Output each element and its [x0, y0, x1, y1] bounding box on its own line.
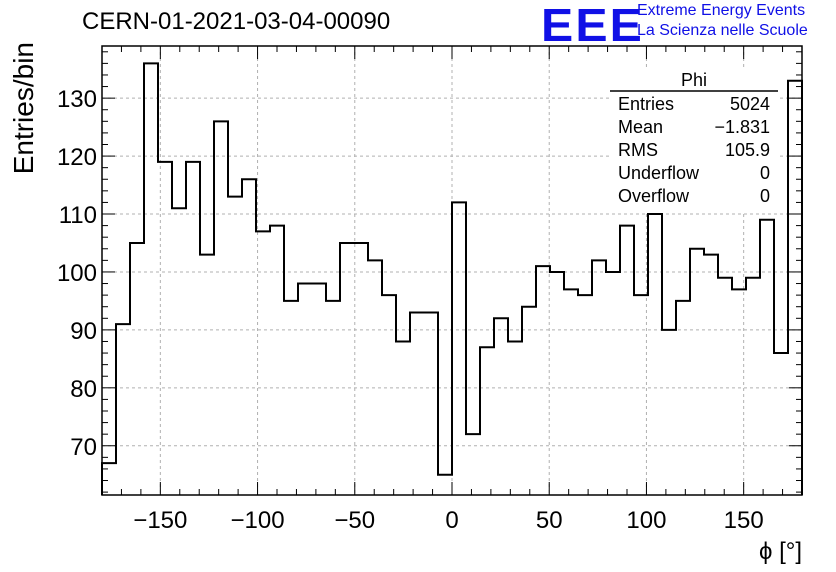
histogram-bin [578, 295, 592, 495]
y-tick-label: 120 [57, 144, 97, 171]
histogram-bin [242, 179, 256, 495]
histogram-bin [508, 341, 522, 495]
histogram-bin [634, 295, 648, 495]
histogram-bin [228, 197, 242, 495]
stats-row-value: 5024 [730, 94, 770, 114]
histogram-bin [396, 341, 410, 495]
y-tick-label: 70 [70, 434, 97, 461]
histogram-bin [312, 284, 326, 495]
histogram-bin [102, 463, 116, 495]
histogram-bin [410, 313, 424, 495]
y-tick-label: 100 [57, 260, 97, 287]
eee-logo: EEE [541, 0, 644, 51]
stats-row-value: 0 [760, 163, 770, 183]
histogram-bin [116, 324, 130, 495]
stats-box-background [610, 70, 778, 213]
x-tick-label: −50 [334, 507, 375, 534]
stats-row-label: Underflow [618, 163, 700, 183]
histogram-bin [354, 243, 368, 495]
histogram-bin [760, 220, 774, 495]
histogram-bin [550, 272, 564, 495]
histogram-bin [144, 63, 158, 495]
histogram-bin [382, 295, 396, 495]
histogram-outline [101, 62, 803, 495]
stats-row-value: −1.831 [714, 117, 770, 137]
histogram-bin [256, 231, 270, 495]
histogram-bin [340, 243, 354, 495]
logo-subtitle-line2: La Scienza nelle Scuole [637, 22, 808, 39]
x-tick-label: 100 [626, 507, 666, 534]
histogram-bin [690, 249, 704, 495]
x-tick-label: 150 [724, 507, 764, 534]
histogram-bin [746, 278, 760, 495]
histogram-bin [704, 255, 718, 495]
histogram-bin [172, 208, 186, 495]
stats-box-title: Phi [681, 70, 707, 90]
histogram-bin [368, 260, 382, 495]
y-tick-label: 130 [57, 86, 97, 113]
histogram-bin [186, 162, 200, 495]
histogram-bin [452, 202, 466, 495]
histogram-bin [648, 214, 662, 495]
plot-frame [101, 45, 803, 496]
stats-row-label: Entries [618, 94, 674, 114]
histogram-bin [788, 81, 802, 495]
x-tick-label: −150 [133, 507, 187, 534]
x-axis-label: ϕ [°] [759, 538, 802, 565]
histogram-bin [130, 243, 144, 495]
run-title: CERN-01-2021-03-04-00090 [82, 8, 391, 35]
histogram-bin [620, 226, 634, 495]
stats-row-label: Overflow [618, 186, 690, 206]
logo-subtitle-line1: Extreme Energy Events [637, 2, 806, 19]
stats-box: Phi Entries 5024 Mean −1.831 RMS 105.9 Underfl… [610, 70, 778, 213]
histogram-bin [732, 289, 746, 495]
tick-labels: −150 −100 −50 0 50 100 150 70 80 90 100 110 120 130 [57, 86, 764, 534]
histogram-bin [774, 353, 788, 495]
histogram-bin [592, 260, 606, 495]
stats-row-label: Mean [618, 117, 663, 137]
stats-row-value: 0 [760, 186, 770, 206]
stats-row-value: 105.9 [725, 140, 770, 160]
histogram-bin [536, 266, 550, 495]
y-tick-label: 80 [70, 376, 97, 403]
histogram-bin [466, 434, 480, 495]
histogram-steps [101, 62, 803, 495]
y-axis-label: Entries/bin [8, 42, 39, 174]
histogram-bin [522, 307, 536, 495]
histogram-bin [606, 272, 620, 495]
y-tick-label: 90 [70, 318, 97, 345]
histogram-bin [298, 284, 312, 495]
x-tick-label: 0 [445, 507, 458, 534]
histogram-bin [424, 313, 438, 495]
histogram-bin [200, 255, 214, 495]
y-tick-label: 110 [59, 202, 97, 229]
histogram-bin [494, 318, 508, 495]
x-tick-label: 50 [536, 507, 563, 534]
x-tick-label: −100 [231, 507, 285, 534]
histogram-bin [214, 121, 228, 495]
histogram-bin [718, 278, 732, 495]
histogram-bin [662, 330, 676, 495]
histogram-bin [480, 347, 494, 495]
histogram-bin [438, 475, 452, 495]
stats-row-label: RMS [618, 140, 658, 160]
histogram-bin [270, 226, 284, 495]
histogram-bin [564, 289, 578, 495]
